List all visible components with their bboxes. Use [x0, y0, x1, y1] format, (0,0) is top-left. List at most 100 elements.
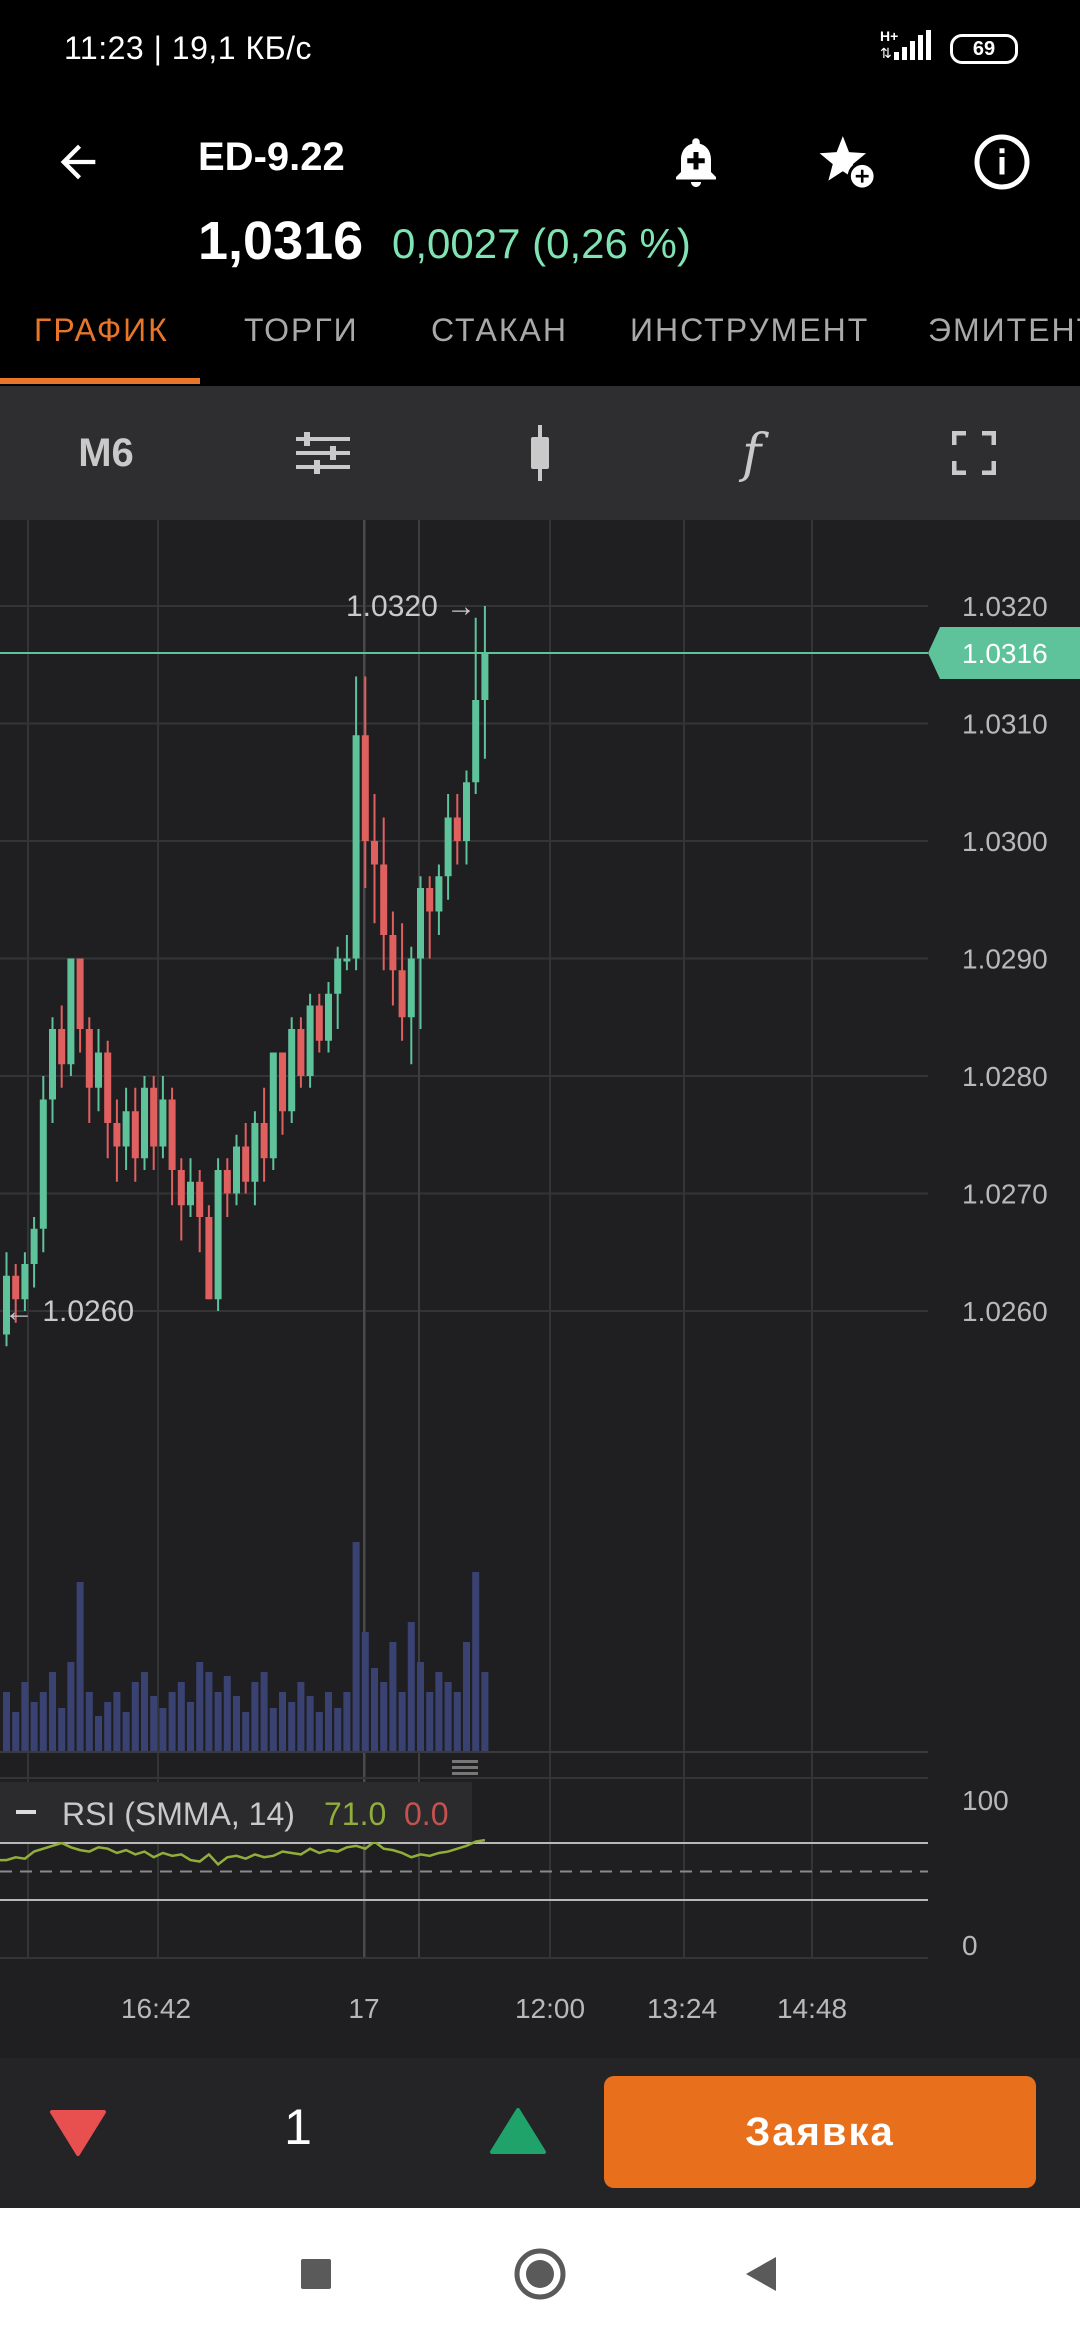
fullscreen-button[interactable]: [944, 386, 1004, 520]
rsi-legend-box: [0, 1782, 472, 1842]
volume-bar: [76, 1582, 84, 1752]
system-navigation-bar: [0, 2208, 1080, 2340]
add-alert-button[interactable]: [658, 124, 734, 200]
candle-body: [444, 817, 452, 877]
chart-type-button[interactable]: [510, 386, 570, 520]
volume-bar: [150, 1696, 158, 1752]
y-tick-label: 1.0270: [962, 1179, 1048, 1210]
candle-body: [315, 1005, 323, 1041]
candle-body: [417, 888, 424, 959]
info-icon: [974, 134, 1030, 190]
back-nav-button[interactable]: [730, 2244, 790, 2304]
status-time: 11:23 | 19,1 КБ/с: [64, 30, 312, 66]
volume-bar: [223, 1676, 231, 1752]
y-tick-label: 1.0300: [962, 826, 1048, 857]
candle-body: [122, 1111, 130, 1147]
candle-body: [196, 1181, 204, 1217]
tab-chart[interactable]: ГРАФИК: [34, 312, 169, 348]
volume-bar: [472, 1572, 480, 1752]
volume-bar: [463, 1642, 470, 1752]
chart-toolbar: M6 f: [0, 386, 1080, 520]
volume-bar: [168, 1692, 176, 1752]
chart-canvas[interactable]: 1.0320 1.0310 1.0300 1.0290 1.0280 1.0270 1.02…: [0, 520, 1080, 2058]
volume-bar: [205, 1672, 213, 1752]
recent-apps-icon: [301, 2259, 331, 2289]
candle-body: [435, 876, 443, 912]
y-tick-label: 1.0280: [962, 1061, 1048, 1092]
rsi-value: 71.0: [324, 1796, 386, 1832]
decrease-quantity-button[interactable]: [42, 2096, 114, 2168]
x-tick-label: 16:42: [121, 1993, 191, 2024]
function-icon: f: [738, 424, 769, 483]
volume-bar: [288, 1702, 296, 1752]
volume-bar: [325, 1692, 332, 1752]
quantity-value[interactable]: 1: [284, 2099, 312, 2155]
candle-body: [21, 1264, 29, 1300]
rsi-collapse-icon: [16, 1810, 36, 1814]
candle-body: [472, 700, 480, 783]
volume-bar: [95, 1716, 102, 1752]
volume-bar: [398, 1692, 406, 1752]
candle-body: [187, 1181, 194, 1206]
pane-resize-handle: [452, 1772, 478, 1775]
candle-body: [463, 782, 470, 841]
star-plus-icon: [819, 136, 877, 191]
triangle-up-icon: [490, 2108, 546, 2154]
price-plot-area: [0, 520, 928, 1176]
signal-icon: H+ ⇅: [880, 28, 936, 64]
svg-text:⇅: ⇅: [880, 46, 892, 62]
volume-bar: [85, 1692, 93, 1752]
tab-issuer[interactable]: ЭМИТЕНТ: [928, 312, 1080, 348]
info-button[interactable]: [964, 124, 1040, 200]
volume-bar: [251, 1682, 259, 1752]
y-tick-label: 1.0310: [962, 709, 1048, 740]
volume-bar: [260, 1672, 268, 1752]
volume-bar: [306, 1696, 314, 1752]
candle-body: [49, 1029, 56, 1100]
price-chart[interactable]: 1.0320 1.0310 1.0300 1.0290 1.0280 1.0270 1.02…: [0, 520, 1080, 2058]
add-favorite-button[interactable]: [810, 124, 886, 200]
tab-instrument[interactable]: ИНСТРУМЕНТ: [630, 312, 870, 348]
y-tick-label: 1.0290: [962, 944, 1048, 975]
candle-body: [361, 735, 369, 841]
volume-bar: [269, 1708, 277, 1752]
candle-body: [30, 1228, 38, 1264]
volume-bar: [30, 1702, 38, 1752]
back-button[interactable]: [44, 128, 112, 196]
battery-level: 69: [972, 37, 996, 60]
candle-body: [242, 1146, 250, 1182]
home-button[interactable]: [510, 2244, 570, 2304]
volume-bar: [426, 1692, 434, 1752]
timeframe-button[interactable]: M6: [78, 430, 134, 475]
candle-body: [343, 958, 351, 962]
settings-sliders-icon: [296, 432, 350, 474]
x-tick-label: 14:48: [777, 1993, 847, 2024]
increase-quantity-button[interactable]: [482, 2096, 554, 2168]
volume-bar: [3, 1692, 10, 1752]
y-tick-label: 1.0320: [962, 591, 1048, 622]
order-button[interactable]: Заявка: [604, 2076, 1036, 2188]
bell-plus-icon: [676, 138, 716, 187]
candle-body: [39, 1099, 47, 1229]
indicators-button[interactable]: f: [726, 386, 786, 520]
candle-body: [481, 653, 489, 700]
candle-body: [352, 735, 360, 959]
candle-body: [269, 1052, 277, 1159]
svg-text:f: f: [738, 424, 769, 483]
candle-body: [150, 1087, 158, 1147]
ticker-symbol: ED-9.22: [198, 135, 345, 179]
tab-trades[interactable]: ТОРГИ: [244, 312, 359, 348]
volume-bar: [279, 1692, 286, 1752]
indicator-settings-button[interactable]: [280, 386, 366, 520]
volume-bar: [58, 1708, 66, 1752]
rsi-label: RSI (SMMA, 14): [62, 1796, 295, 1832]
volume-bar: [21, 1682, 29, 1752]
recent-apps-button[interactable]: [286, 2244, 346, 2304]
volume-bar: [242, 1712, 250, 1752]
candle-body: [325, 993, 332, 1041]
candle-body: [233, 1146, 240, 1194]
price-change: 0,0027 (0,26 %): [392, 220, 691, 267]
tab-order-book[interactable]: СТАКАН: [431, 312, 568, 348]
rsi-value-2: 0.0: [404, 1796, 448, 1832]
candle-body: [3, 1275, 10, 1335]
